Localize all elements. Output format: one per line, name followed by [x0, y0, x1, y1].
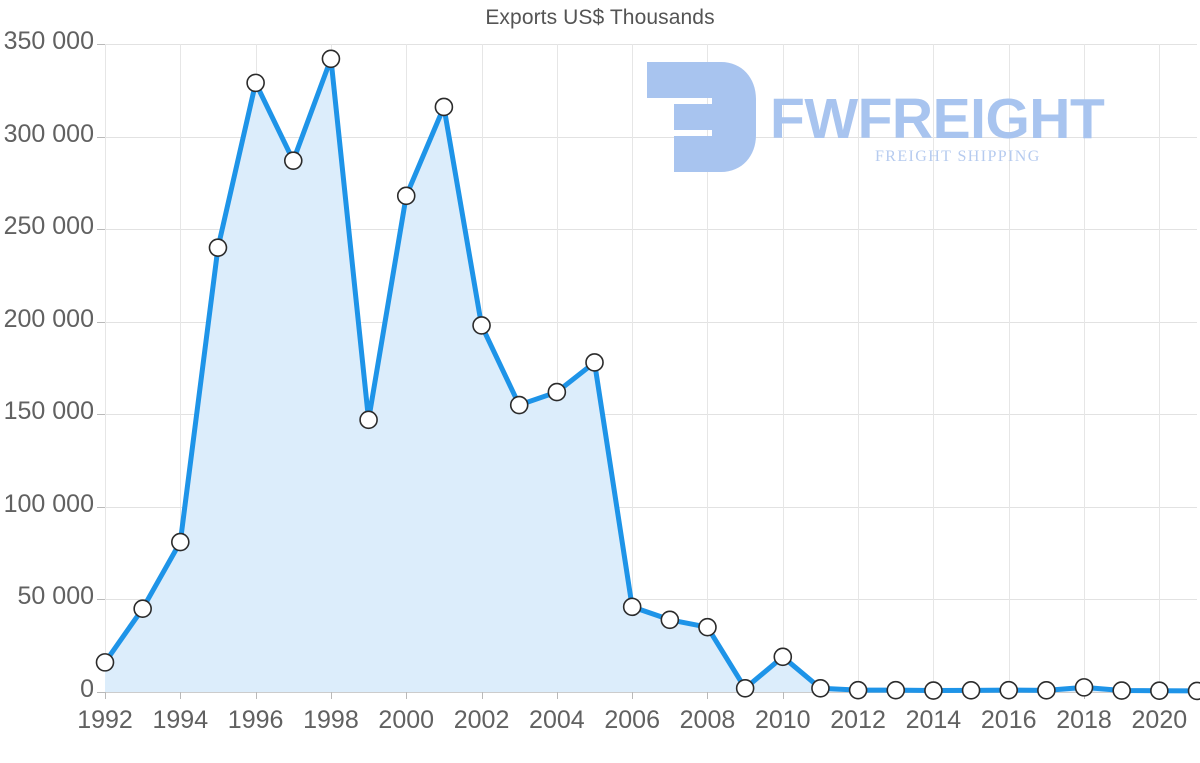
data-point-marker[interactable] — [396, 186, 416, 206]
y-axis-tick-label: 300 000 — [3, 119, 94, 148]
y-axis-tick-label: 250 000 — [3, 212, 94, 241]
x-axis-tick-label: 2010 — [754, 706, 811, 734]
data-point-marker[interactable] — [773, 647, 793, 667]
x-axis-tick-label: 2020 — [1131, 706, 1188, 734]
x-axis-tick-label: 2008 — [679, 706, 736, 734]
data-point-marker[interactable] — [1187, 681, 1200, 701]
data-point-marker[interactable] — [171, 532, 190, 552]
data-point-marker[interactable] — [1112, 681, 1131, 700]
series-markers — [95, 49, 1200, 701]
y-axis-tick-label: 100 000 — [3, 489, 94, 518]
x-axis-tick-label: 1994 — [152, 706, 209, 734]
data-point-marker[interactable] — [622, 597, 642, 617]
data-point-marker[interactable] — [1037, 681, 1056, 700]
data-point-marker[interactable] — [472, 316, 491, 335]
x-axis-tick-label: 2002 — [453, 706, 510, 734]
data-point-marker[interactable] — [509, 395, 529, 415]
data-point-marker[interactable] — [735, 678, 755, 698]
data-point-marker[interactable] — [999, 680, 1019, 700]
x-axis-tick-label: 2016 — [980, 706, 1037, 734]
horizontal-gridlines — [105, 44, 1197, 693]
y-axis-tick-label: 200 000 — [3, 304, 94, 333]
data-point-marker[interactable] — [1150, 681, 1169, 701]
x-axis-tick-label: 1992 — [77, 706, 133, 734]
y-axis-tick-label: 150 000 — [3, 397, 94, 426]
data-point-marker[interactable] — [133, 599, 152, 618]
x-axis-tick-label: 1996 — [227, 706, 284, 734]
data-point-marker[interactable] — [660, 610, 680, 630]
x-axis-tick-label: 2000 — [378, 706, 435, 734]
y-axis-tick-label: 0 — [80, 675, 94, 703]
data-point-marker[interactable] — [961, 681, 981, 700]
data-point-marker[interactable] — [886, 680, 906, 700]
data-point-marker[interactable] — [924, 681, 943, 700]
data-point-marker[interactable] — [848, 680, 868, 700]
data-point-marker[interactable] — [246, 73, 265, 93]
x-axis-tick-label: 2004 — [529, 706, 585, 734]
data-point-marker[interactable] — [698, 617, 717, 637]
data-point-marker[interactable] — [1074, 678, 1094, 697]
data-point-marker[interactable] — [359, 410, 378, 430]
data-point-marker[interactable] — [811, 678, 830, 698]
x-axis-tick-label: 2012 — [830, 706, 886, 734]
series-area-fill — [105, 58, 1197, 693]
data-point-marker[interactable] — [95, 653, 115, 672]
chart-title: Exports US$ Thousands — [485, 6, 715, 29]
data-point-marker[interactable] — [585, 353, 604, 372]
x-axis-tick-label: 2006 — [604, 706, 660, 734]
x-axis-tick-label: 2018 — [1056, 706, 1112, 734]
data-point-marker[interactable] — [283, 151, 303, 170]
y-axis-tick-label: 350 000 — [3, 27, 94, 55]
data-point-marker[interactable] — [547, 382, 567, 402]
data-point-marker[interactable] — [434, 97, 454, 117]
x-axis-tick-label: 1998 — [303, 706, 359, 734]
data-point-marker[interactable] — [208, 238, 228, 257]
data-point-marker[interactable] — [321, 49, 341, 69]
y-axis-tick-label: 50 000 — [17, 582, 94, 611]
x-axis-tick-label: 2014 — [905, 706, 962, 734]
